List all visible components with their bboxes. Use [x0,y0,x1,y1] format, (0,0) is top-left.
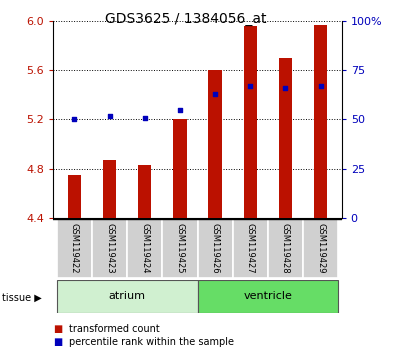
Point [141,115,148,120]
Text: percentile rank within the sample: percentile rank within the sample [69,337,234,347]
Text: GSM119425: GSM119425 [175,223,184,274]
Bar [57,219,92,278]
Bar [314,25,327,218]
Text: GSM119424: GSM119424 [140,223,149,274]
Point [318,83,324,89]
Bar [103,160,116,218]
Bar [162,219,198,278]
Point [247,83,254,89]
Bar [303,219,338,278]
Bar [173,120,186,218]
Bar [279,58,292,218]
Point [282,85,289,91]
Text: ventricle: ventricle [243,291,292,302]
Bar [198,219,233,278]
Bar [233,219,268,278]
Text: GSM119422: GSM119422 [70,223,79,274]
Text: atrium: atrium [109,291,146,302]
Bar [209,70,222,218]
Bar [268,219,303,278]
Text: ■: ■ [53,324,62,333]
Point [106,113,113,118]
Bar [127,219,162,278]
Text: GSM119426: GSM119426 [211,223,220,274]
Point [177,107,183,113]
Text: ■: ■ [53,337,62,347]
Bar [68,175,81,218]
Text: GSM119428: GSM119428 [281,223,290,274]
Bar [138,165,151,218]
Bar [244,26,257,218]
Bar [92,219,127,278]
Point [71,117,77,122]
Text: GSM119427: GSM119427 [246,223,255,274]
Text: GSM119423: GSM119423 [105,223,114,274]
Text: GDS3625 / 1384056_at: GDS3625 / 1384056_at [105,12,266,27]
Text: transformed count: transformed count [69,324,160,333]
Bar [57,280,198,313]
Text: tissue ▶: tissue ▶ [2,292,42,302]
Text: GSM119429: GSM119429 [316,223,325,274]
Point [212,91,218,97]
Bar [198,280,338,313]
